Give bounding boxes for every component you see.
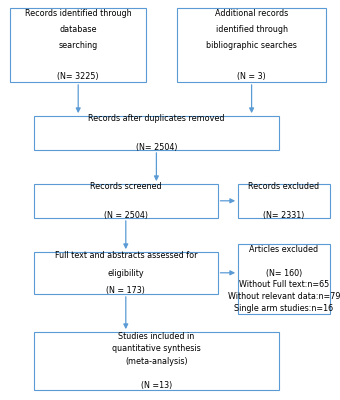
Text: Articles excluded: Articles excluded [249, 245, 319, 254]
Text: Single arm studies:n=16: Single arm studies:n=16 [234, 304, 334, 313]
Text: (meta-analysis): (meta-analysis) [125, 356, 188, 366]
Text: quantitative synthesis: quantitative synthesis [112, 344, 201, 353]
Text: searching: searching [58, 40, 98, 50]
FancyBboxPatch shape [34, 184, 218, 218]
FancyBboxPatch shape [34, 332, 279, 390]
Text: Without Full text:n=65: Without Full text:n=65 [239, 280, 329, 289]
Text: Additional records: Additional records [215, 10, 288, 18]
Text: Without relevant data:n=79: Without relevant data:n=79 [228, 292, 340, 301]
Text: Full text and abstracts assessed for: Full text and abstracts assessed for [54, 251, 197, 260]
Text: (N = 2504): (N = 2504) [104, 211, 148, 220]
Text: Studies included in: Studies included in [118, 332, 194, 341]
FancyBboxPatch shape [238, 184, 330, 218]
Text: identified through: identified through [216, 25, 288, 34]
Text: (N = 173): (N = 173) [106, 286, 145, 295]
Text: (N= 160): (N= 160) [266, 269, 302, 278]
Text: (N= 3225): (N= 3225) [57, 72, 99, 80]
Text: (N= 2504): (N= 2504) [136, 143, 177, 152]
Text: Records excluded: Records excluded [248, 182, 320, 191]
FancyBboxPatch shape [34, 252, 218, 294]
Text: (N = 3): (N = 3) [237, 72, 266, 80]
Text: (N =13): (N =13) [141, 381, 172, 390]
FancyBboxPatch shape [10, 8, 146, 82]
FancyBboxPatch shape [177, 8, 326, 82]
Text: Records after duplicates removed: Records after duplicates removed [88, 114, 225, 123]
Text: Records screened: Records screened [90, 182, 162, 191]
Text: eligibility: eligibility [107, 268, 144, 278]
FancyBboxPatch shape [34, 116, 279, 150]
FancyBboxPatch shape [238, 244, 330, 314]
Text: bibliographic searches: bibliographic searches [206, 40, 297, 50]
Text: Records identified through: Records identified through [25, 10, 132, 18]
Text: (N= 2331): (N= 2331) [263, 211, 305, 220]
Text: database: database [59, 25, 97, 34]
